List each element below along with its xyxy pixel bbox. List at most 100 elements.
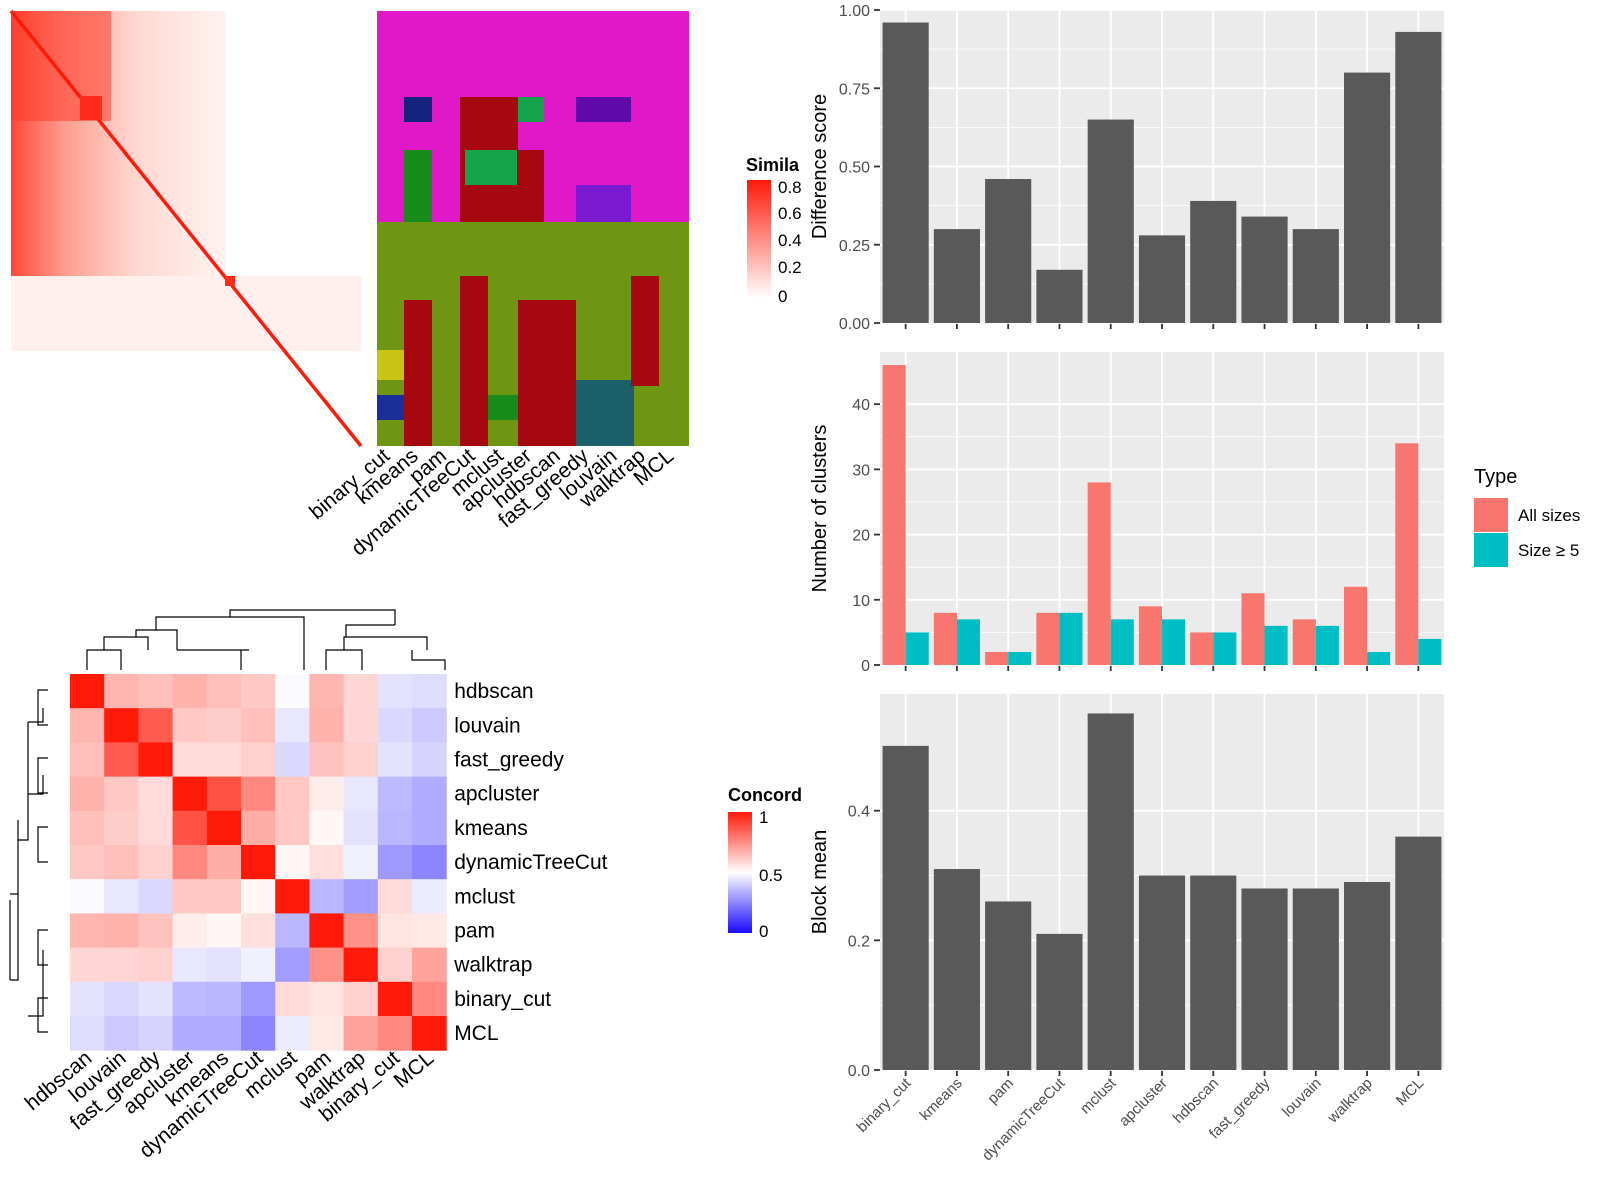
concordance-cell (172, 879, 208, 914)
bar (1138, 235, 1186, 323)
bar (1395, 31, 1442, 323)
concordance-cell (412, 708, 447, 743)
membership-band-13 (631, 276, 659, 386)
concordance-cell (138, 708, 174, 743)
concordance-cell (275, 776, 310, 812)
concordance-cell (172, 708, 208, 743)
bar (1241, 593, 1265, 665)
concordance-cell (70, 674, 105, 709)
concordance-cell (241, 913, 276, 949)
bar (1395, 443, 1419, 665)
concordance-cell (275, 1016, 310, 1051)
concordance-cell (412, 879, 447, 914)
concordance-cell (309, 674, 345, 709)
similarity-legend: Simila 0.8 0.6 0.4 0.2 0 (746, 155, 802, 306)
concordance-cell (104, 879, 139, 914)
bar (882, 22, 929, 324)
concordance-cell (343, 742, 379, 778)
concordance-cell (172, 981, 208, 1017)
concordance-cell (309, 981, 345, 1017)
legend-label-all-sizes: All sizes (1518, 506, 1580, 525)
bar (1292, 619, 1316, 665)
bar (1292, 229, 1339, 323)
y-tick-label: 0.75 (839, 81, 870, 98)
bar (933, 229, 980, 323)
bar (1110, 619, 1134, 665)
x-tick-label: pam (984, 1075, 1017, 1108)
bar (1190, 875, 1237, 1070)
legend-key-all-sizes (1474, 498, 1508, 532)
concordance-cell (104, 981, 139, 1017)
concordance-cell (138, 913, 174, 949)
concordance-row-label: fast_greedy (454, 749, 564, 772)
legend-label-size-ge-5: Size ≥ 5 (1518, 541, 1579, 560)
concordance-col-label: MCL (390, 1046, 439, 1092)
y-tick-label: 0.50 (839, 160, 870, 177)
similarity-block-4 (80, 96, 102, 120)
y-axis-label: Block mean (809, 830, 831, 935)
concordance-cell (343, 776, 379, 812)
bar (882, 745, 929, 1070)
membership-band-11 (404, 150, 432, 222)
membership-band-12 (576, 380, 634, 446)
concordance-row-label: apcluster (454, 783, 539, 806)
concordance-legend-bar (728, 812, 752, 933)
concordance-cell (70, 947, 105, 983)
bar (1190, 632, 1214, 665)
bar (933, 869, 980, 1070)
concordance-cell (241, 981, 276, 1017)
concordance-cell (138, 674, 174, 709)
bar (1292, 888, 1339, 1070)
similarity-diagonal (9, 9, 363, 448)
concordance-cell (241, 810, 276, 846)
similarity-legend-tick: 0.2 (778, 258, 802, 277)
similarity-block-5 (225, 276, 235, 286)
concordance-cell (104, 674, 139, 709)
concordance-cell (377, 742, 413, 778)
concordance-cell (275, 742, 310, 778)
concordance-cell (343, 708, 379, 743)
concordance-row-label: kmeans (454, 817, 528, 840)
y-tick-label: 10 (852, 593, 870, 610)
concordance-row-label: louvain (454, 714, 521, 737)
bar (956, 619, 980, 665)
concordance-cell (206, 845, 242, 880)
similarity-heatmap (9, 9, 363, 448)
x-tick-label: louvain (1279, 1075, 1325, 1121)
concordance-cell (206, 1016, 242, 1051)
concordance-cell (138, 810, 174, 846)
concordance-cell (138, 1016, 174, 1051)
concordance-cell (104, 776, 139, 812)
similarity-block-3 (11, 276, 361, 351)
concordance-cell (275, 913, 310, 949)
concordance-cell (241, 1016, 276, 1051)
concordance-cell (343, 1016, 379, 1051)
concordance-cell (70, 845, 105, 880)
bar (1087, 482, 1111, 665)
concordance-cell (172, 776, 208, 812)
concordance-cell (309, 776, 345, 812)
concordance-cell (275, 981, 310, 1017)
concordance-legend-tick: 0.5 (759, 866, 783, 885)
membership-band-9 (576, 97, 631, 122)
membership-band-15 (377, 395, 404, 420)
concordance-legend-title: Concord (728, 785, 802, 805)
concordance-cell (104, 810, 139, 846)
y-tick-label: 30 (852, 462, 870, 479)
concordance-cell (241, 674, 276, 709)
concordance-cells (70, 674, 447, 1051)
concordance-cell (343, 810, 379, 846)
membership-col-labels: binary_cutkmeanspamdynamicTreeCutmclusta… (305, 444, 678, 560)
concordance-cell (104, 947, 139, 983)
membership-band-6 (518, 97, 544, 122)
y-tick-label: 40 (852, 397, 870, 414)
concordance-cell (138, 776, 174, 812)
similarity-legend-tick: 0.8 (778, 178, 802, 197)
y-axis-label: Difference score (809, 94, 831, 239)
concordance-legend: Concord 1 0.5 0 (728, 785, 802, 941)
concordance-cell (309, 810, 345, 846)
similarity-legend-bar (747, 180, 771, 298)
concordance-cell (70, 913, 105, 949)
concordance-cell (138, 742, 174, 778)
